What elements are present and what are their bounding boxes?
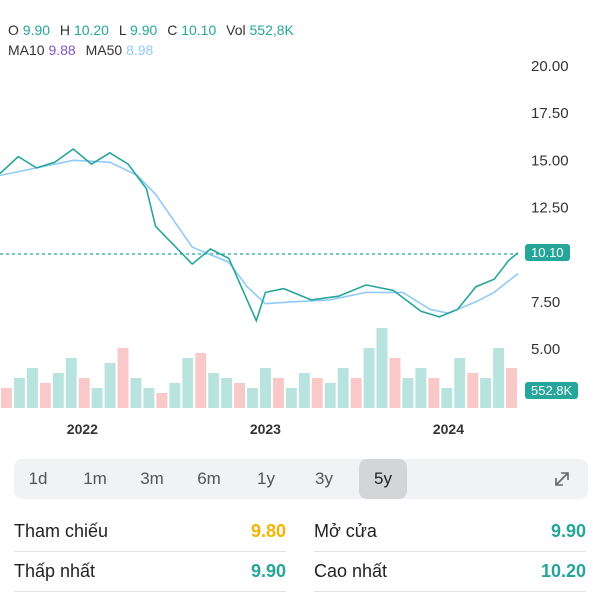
high-value: 10.20 [73, 22, 109, 38]
volume-bar [376, 328, 388, 408]
time-range-selector: 1d 1m 3m 6m 1y 3y 5y [14, 459, 588, 499]
range-1y-button[interactable]: 1y [257, 469, 275, 488]
volume-bar [337, 368, 349, 408]
x-tick-label: 2022 [67, 421, 98, 437]
divider [14, 551, 286, 552]
volume-bar [428, 378, 440, 408]
volume-bar [285, 388, 297, 408]
volume-bar [311, 378, 323, 408]
volume-bar [208, 373, 220, 408]
y-tick-label: 17.50 [531, 105, 569, 122]
volume-bar [78, 378, 90, 408]
low-price-label: Thấp nhất [14, 561, 96, 581]
volume-bar [454, 358, 466, 408]
y-tick-label: 5.00 [531, 341, 560, 358]
volume-bar [493, 348, 505, 408]
volume-value: 552,8K [249, 22, 294, 38]
volume-bar [130, 378, 142, 408]
last-price-badge: 10.10 [525, 244, 570, 261]
volume-bar [467, 373, 479, 408]
ma10-label: MA10 [8, 42, 45, 58]
x-tick-label: 2023 [250, 421, 281, 437]
open-price-label: Mở cửa [314, 521, 377, 541]
divider [14, 591, 286, 592]
range-5y-button[interactable]: 5y [359, 459, 407, 499]
volume-bar [221, 378, 233, 408]
ma50-label: MA50 [85, 42, 123, 58]
y-tick-label: 20.00 [531, 58, 569, 75]
range-3y-button[interactable]: 3y [315, 469, 333, 488]
volume-bar [441, 388, 453, 408]
y-tick-label: 12.50 [531, 200, 569, 217]
y-tick-label: 15.00 [531, 152, 569, 169]
open-price-value: 9.90 [550, 521, 586, 541]
expand-icon[interactable] [552, 469, 572, 489]
close-label: C [167, 22, 178, 38]
x-axis-labels: 2022 2023 2024 [67, 421, 464, 437]
volume-bar [272, 378, 284, 408]
close-value: 10.10 [181, 22, 217, 38]
range-1d-button[interactable]: 1d [28, 469, 48, 488]
volume-bar [104, 363, 116, 408]
volume-bars [1, 328, 517, 408]
ohlc-readout: O 9.90 H 10.20 L 9.90 C 10.10 Vol 552,8K [8, 22, 300, 38]
volume-bar [260, 368, 271, 408]
volume-bar [402, 378, 414, 408]
volume-bar [350, 378, 362, 408]
volume-bar [234, 383, 246, 408]
volume-bar [169, 383, 181, 408]
open-label: O [8, 22, 19, 38]
volume-bar [13, 378, 25, 408]
volume-bar [298, 373, 310, 408]
low-value: 9.90 [130, 22, 158, 38]
open-value: 9.90 [22, 22, 51, 38]
volume-bar [143, 388, 155, 408]
volume-label: Vol [226, 22, 246, 38]
price-line [0, 147, 519, 323]
divider [314, 551, 586, 552]
low-price-value: 9.90 [250, 561, 286, 581]
y-tick-label: 7.50 [531, 294, 560, 311]
reference-value: 9.80 [250, 521, 286, 541]
volume-bar [480, 378, 492, 408]
range-6m-button[interactable]: 6m [197, 469, 221, 488]
y-axis-labels: 20.00 17.50 15.00 12.50 7.50 5.00 [531, 58, 569, 358]
ma-readout: MA10 9.88 MA50 8.98 [8, 42, 153, 58]
range-1m-button[interactable]: 1m [83, 469, 107, 488]
high-label: H [59, 22, 71, 38]
volume-bar [182, 358, 194, 408]
x-tick-label: 2024 [433, 421, 464, 437]
volume-bar [156, 393, 168, 408]
ma10-value: 9.88 [48, 42, 76, 58]
high-price-value: 10.20 [540, 561, 586, 581]
volume-bar [1, 388, 12, 408]
volume-bar [324, 383, 336, 408]
volume-bar [247, 388, 258, 408]
reference-label: Tham chiếu [14, 521, 109, 541]
volume-bar [195, 353, 207, 408]
divider [314, 591, 586, 592]
ma50-line [0, 159, 519, 315]
volume-bar [506, 368, 517, 408]
volume-bar [91, 388, 103, 408]
high-price-label: Cao nhất [314, 561, 388, 581]
ma50-value: 8.98 [126, 42, 154, 58]
volume-bar [65, 358, 77, 408]
range-3m-button[interactable]: 3m [140, 469, 164, 488]
volume-bar [389, 358, 401, 408]
last-volume-badge: 552.8K [525, 382, 579, 399]
volume-bar [415, 368, 427, 408]
volume-bar [39, 383, 51, 408]
volume-bar [363, 348, 375, 408]
volume-bar [52, 373, 64, 408]
volume-bar [117, 348, 129, 408]
low-label: L [118, 22, 127, 38]
volume-bar [26, 368, 38, 408]
